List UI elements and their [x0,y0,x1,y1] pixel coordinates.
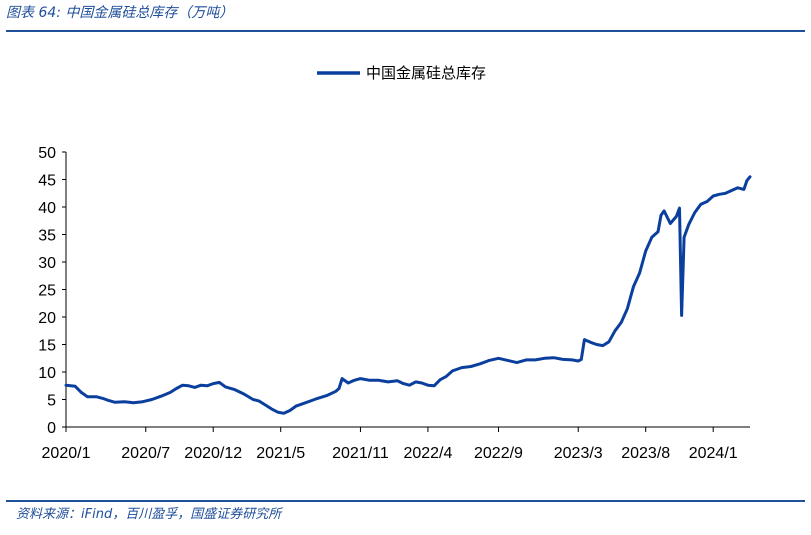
legend: 中国金属硅总库存 [317,64,486,82]
source-note: 资料来源：iFind，百川盈孚，国盛证券研究所 [16,507,282,522]
y-tick-label: 35 [38,228,56,245]
y-tick-label: 20 [38,310,56,327]
y-tick-label: 15 [38,338,56,355]
x-axis-ticks: 2020/1 2020/7 2020/12 2021/5 2021/11 2022/4 20… [42,427,738,462]
series-line-inventory [64,175,752,415]
x-tick-label: 2024/1 [689,445,738,462]
x-tick-label: 2021/5 [256,445,305,462]
x-tick-label: 2022/9 [474,445,523,462]
y-tick-label: 0 [47,420,56,437]
y-tick-label: 25 [38,283,56,300]
y-axis-ticks: 0 5 10 15 20 25 30 35 40 45 50 [38,145,66,437]
x-tick-label: 2020/12 [184,445,242,462]
y-tick-label: 30 [38,255,56,272]
x-tick-label: 2023/3 [554,445,603,462]
y-tick-label: 40 [38,200,56,217]
title-rule [6,30,805,32]
x-tick-label: 2020/7 [121,445,170,462]
y-tick-label: 45 [38,173,56,190]
y-tick-label: 5 [47,393,56,410]
source-rule [6,500,805,502]
y-tick-label: 10 [38,365,56,382]
x-tick-label: 2020/1 [42,445,91,462]
figure-title: 图表 64: 中国金属硅总库存（万吨） [6,5,234,21]
legend-label: 中国金属硅总库存 [366,64,486,82]
y-tick-label: 50 [38,145,56,162]
x-tick-label: 2023/8 [621,445,670,462]
x-tick-label: 2021/11 [332,445,389,462]
x-tick-label: 2022/4 [403,445,452,462]
